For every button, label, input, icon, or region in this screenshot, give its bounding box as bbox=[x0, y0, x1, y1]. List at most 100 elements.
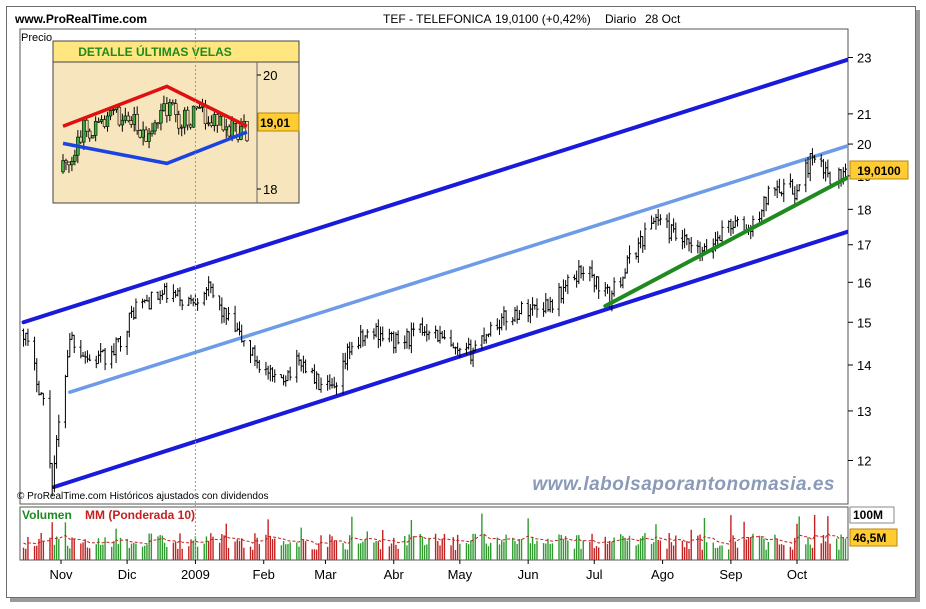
inset-candle bbox=[144, 129, 148, 142]
inset-tick-label: 20 bbox=[263, 68, 277, 83]
price-tick-label: 20 bbox=[857, 137, 871, 152]
inset-candle bbox=[111, 109, 116, 111]
inset-candle bbox=[70, 160, 74, 166]
inset-candle bbox=[102, 119, 107, 127]
inset-candle bbox=[90, 135, 95, 139]
month-tick-label: Ago bbox=[651, 567, 674, 582]
inset-candle bbox=[126, 115, 130, 121]
inset-trendlines bbox=[62, 84, 248, 166]
inset-title: DETALLE ÚLTIMAS VELAS bbox=[78, 44, 232, 59]
inset-candle bbox=[135, 114, 139, 131]
inset-candle bbox=[123, 115, 128, 121]
inset-candle bbox=[197, 107, 202, 109]
inset-candle bbox=[67, 161, 71, 166]
volume-max-badge-text: 100M bbox=[853, 508, 883, 522]
month-tick-label: Feb bbox=[253, 567, 275, 582]
price-panel-label: Precio bbox=[21, 32, 52, 44]
month-tick-label: Nov bbox=[49, 567, 73, 582]
inset-candle bbox=[188, 124, 193, 128]
volume-bars bbox=[22, 513, 847, 560]
month-tick-label: Abr bbox=[384, 567, 405, 582]
volume-label: Volumen bbox=[22, 508, 72, 522]
inset-candle bbox=[120, 119, 125, 126]
inset-candle bbox=[61, 160, 65, 173]
inset-candle bbox=[93, 121, 98, 136]
inset-candle bbox=[206, 122, 211, 125]
watermark: www.labolsaporantonomasia.es bbox=[532, 474, 835, 495]
price-tick-label: 23 bbox=[857, 51, 871, 66]
trendline-canal-inferior bbox=[52, 229, 848, 489]
chart-frame: www.ProRealTime.com TEF - TELEFONICA 19,… bbox=[6, 6, 916, 598]
volume-ma-line bbox=[23, 532, 848, 545]
inset-candle bbox=[171, 102, 175, 104]
price-tick-label: 15 bbox=[857, 315, 871, 330]
month-tick-label: 2009 bbox=[181, 567, 210, 582]
last-price-badge-text: 19,0100 bbox=[857, 164, 901, 178]
trendline-linea-media bbox=[68, 143, 848, 394]
price-tick-label: 12 bbox=[857, 454, 871, 469]
month-tick-label: Dic bbox=[118, 567, 137, 582]
volume-max-badge bbox=[849, 506, 895, 524]
date-label: 28 Oct bbox=[645, 12, 681, 26]
price-tick-label: 13 bbox=[857, 404, 871, 419]
inset-candle bbox=[99, 119, 104, 122]
volume-ma-label: MM (Ponderada 10) bbox=[85, 508, 195, 522]
inset-candle bbox=[227, 126, 231, 137]
inset-candle bbox=[212, 114, 217, 127]
price-tick-label: 14 bbox=[857, 358, 871, 373]
inset-candle bbox=[182, 109, 187, 128]
price-tick-label: 17 bbox=[857, 238, 871, 253]
month-tick-label: Oct bbox=[787, 567, 808, 582]
inset-candle bbox=[162, 103, 166, 111]
last-price-badge bbox=[849, 160, 909, 180]
copyright-note: © ProRealTime.com Históricos ajustados c… bbox=[17, 491, 269, 502]
inset-trendline-resistencia bbox=[62, 84, 248, 128]
inset-candle bbox=[108, 110, 113, 117]
volume-last-badge bbox=[849, 528, 898, 547]
instrument-title: TEF - TELEFONICA bbox=[383, 12, 491, 26]
inset-candle bbox=[79, 136, 83, 143]
price-tick-label: 21 bbox=[857, 107, 871, 122]
inset-candle bbox=[88, 130, 92, 139]
inset-candle bbox=[165, 103, 169, 116]
inset-candle bbox=[194, 105, 199, 109]
inset-price-badge bbox=[257, 112, 300, 132]
inset-trendline-soporte bbox=[62, 130, 248, 166]
month-axis: Nov Dic 2009 Feb Mar Abr May Jun Jul Ago Sep Oct bbox=[49, 29, 807, 582]
inset-candle bbox=[191, 105, 196, 128]
price-tick-label: 18 bbox=[857, 202, 871, 217]
inset-candle bbox=[96, 121, 101, 123]
inset-candle bbox=[221, 115, 225, 131]
inset-candle bbox=[177, 114, 181, 129]
quote-value: 19,0100 (+0,42%) bbox=[495, 12, 591, 26]
month-tick-label: Jun bbox=[518, 567, 539, 582]
inset-candle bbox=[209, 122, 214, 127]
inset-candle bbox=[230, 120, 234, 137]
inset-candle bbox=[168, 102, 172, 116]
month-tick-label: May bbox=[448, 567, 473, 582]
inset-candle bbox=[224, 126, 228, 131]
inset-candle bbox=[105, 115, 110, 127]
inset-candle bbox=[138, 130, 142, 138]
inset-candle bbox=[159, 110, 163, 124]
month-tick-label: Mar bbox=[314, 567, 337, 582]
inset-candle bbox=[218, 115, 222, 126]
price-tick-label: 16 bbox=[857, 275, 871, 290]
inset-candle bbox=[73, 154, 77, 162]
inset-candle bbox=[85, 119, 89, 132]
month-tick-label: Jul bbox=[586, 567, 603, 582]
volume-ma-series bbox=[23, 532, 848, 545]
inset-tick-label: 18 bbox=[263, 182, 277, 197]
trendline-soporte-corto bbox=[603, 175, 848, 308]
inset-title-bar bbox=[52, 40, 300, 63]
price-axis: 1213141516171819202123 bbox=[848, 51, 871, 469]
inset-candle bbox=[203, 105, 208, 125]
month-tick-label: Sep bbox=[719, 567, 742, 582]
price-candles bbox=[22, 148, 847, 497]
inset-candle bbox=[153, 122, 157, 132]
period-label: Diario bbox=[605, 12, 637, 26]
site-title: www.ProRealTime.com bbox=[14, 12, 147, 26]
inset-price-badge-text: 19,01 bbox=[260, 116, 290, 130]
